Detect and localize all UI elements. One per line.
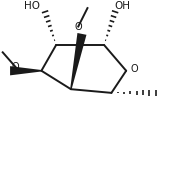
Text: O: O xyxy=(74,21,82,31)
Text: OH: OH xyxy=(115,1,131,11)
Polygon shape xyxy=(10,66,41,75)
Text: O: O xyxy=(12,62,19,72)
Polygon shape xyxy=(70,33,86,89)
Text: HO: HO xyxy=(24,1,40,11)
Text: O: O xyxy=(131,64,138,74)
